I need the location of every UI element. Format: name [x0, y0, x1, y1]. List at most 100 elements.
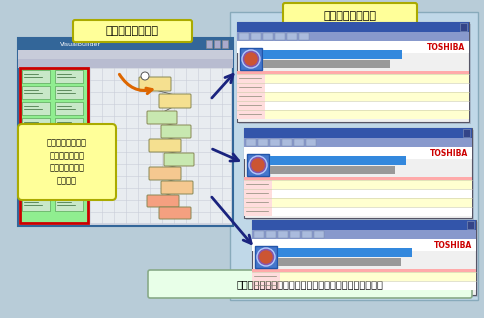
- Bar: [230, 12, 478, 300]
- Bar: [244, 128, 472, 138]
- FancyBboxPatch shape: [18, 124, 116, 200]
- Bar: [18, 38, 233, 226]
- Bar: [460, 23, 467, 31]
- Bar: [244, 207, 472, 216]
- Bar: [237, 83, 469, 92]
- Bar: [22, 70, 50, 83]
- Bar: [206, 40, 212, 48]
- Bar: [244, 147, 472, 159]
- Bar: [244, 207, 272, 216]
- FancyBboxPatch shape: [161, 181, 193, 194]
- Bar: [88, 68, 231, 223]
- Bar: [302, 231, 312, 238]
- Bar: [237, 41, 469, 53]
- Bar: [22, 198, 50, 211]
- Bar: [55, 166, 83, 179]
- Bar: [244, 198, 472, 207]
- Bar: [237, 22, 469, 122]
- Bar: [252, 239, 476, 251]
- Bar: [258, 139, 268, 146]
- Bar: [22, 166, 50, 179]
- Bar: [237, 22, 469, 32]
- Bar: [299, 33, 309, 40]
- Bar: [252, 220, 476, 295]
- Text: VisualBuilder: VisualBuilder: [60, 42, 101, 46]
- Bar: [237, 32, 469, 41]
- Bar: [294, 139, 304, 146]
- FancyBboxPatch shape: [159, 94, 191, 108]
- FancyBboxPatch shape: [283, 3, 417, 29]
- Bar: [275, 33, 285, 40]
- Bar: [55, 70, 83, 83]
- Bar: [22, 86, 50, 99]
- Bar: [244, 180, 272, 189]
- Bar: [237, 101, 469, 110]
- Bar: [237, 71, 469, 74]
- Bar: [244, 128, 472, 218]
- Bar: [18, 59, 233, 68]
- Bar: [282, 139, 292, 146]
- Bar: [278, 231, 288, 238]
- Bar: [314, 231, 324, 238]
- Bar: [22, 102, 50, 115]
- Bar: [22, 182, 50, 195]
- FancyBboxPatch shape: [159, 207, 191, 219]
- Bar: [55, 198, 83, 211]
- Bar: [306, 139, 316, 146]
- Bar: [55, 182, 83, 195]
- Bar: [237, 74, 469, 83]
- Circle shape: [245, 53, 257, 65]
- Bar: [244, 189, 472, 198]
- Bar: [252, 281, 280, 290]
- FancyBboxPatch shape: [139, 77, 171, 91]
- Text: TOSHIBA: TOSHIBA: [427, 43, 465, 52]
- Bar: [237, 110, 265, 119]
- FancyBboxPatch shape: [161, 125, 191, 138]
- Bar: [252, 281, 476, 290]
- Text: TOSHIBA: TOSHIBA: [430, 149, 468, 157]
- Bar: [22, 150, 50, 163]
- Bar: [246, 130, 474, 220]
- Bar: [237, 83, 265, 92]
- Bar: [237, 74, 265, 83]
- Bar: [22, 118, 50, 131]
- Bar: [239, 24, 471, 124]
- Bar: [55, 102, 83, 115]
- Bar: [255, 246, 277, 268]
- Bar: [239, 33, 249, 40]
- Bar: [20, 68, 88, 223]
- Bar: [252, 269, 476, 272]
- Bar: [263, 33, 273, 40]
- Text: TOSHIBA: TOSHIBA: [434, 240, 472, 250]
- FancyBboxPatch shape: [147, 195, 179, 207]
- Bar: [237, 92, 265, 101]
- Bar: [55, 134, 83, 147]
- Bar: [22, 134, 50, 147]
- Bar: [244, 198, 272, 207]
- Circle shape: [257, 248, 275, 266]
- Bar: [278, 248, 412, 257]
- Bar: [278, 258, 401, 266]
- Bar: [252, 272, 476, 281]
- Bar: [237, 110, 469, 119]
- Bar: [55, 118, 83, 131]
- Bar: [18, 38, 233, 50]
- Text: ソフトウェア部品: ソフトウェア部品: [323, 11, 377, 21]
- Bar: [254, 222, 478, 297]
- Bar: [270, 139, 280, 146]
- Bar: [270, 166, 395, 174]
- Bar: [214, 40, 220, 48]
- Bar: [254, 231, 264, 238]
- FancyBboxPatch shape: [148, 270, 472, 298]
- Bar: [252, 230, 476, 239]
- FancyBboxPatch shape: [149, 167, 181, 180]
- Bar: [290, 231, 300, 238]
- FancyBboxPatch shape: [73, 20, 192, 42]
- Circle shape: [141, 72, 149, 80]
- Bar: [222, 40, 228, 48]
- Bar: [244, 177, 472, 180]
- Bar: [246, 139, 256, 146]
- Bar: [263, 50, 402, 59]
- Circle shape: [249, 156, 267, 174]
- Bar: [55, 150, 83, 163]
